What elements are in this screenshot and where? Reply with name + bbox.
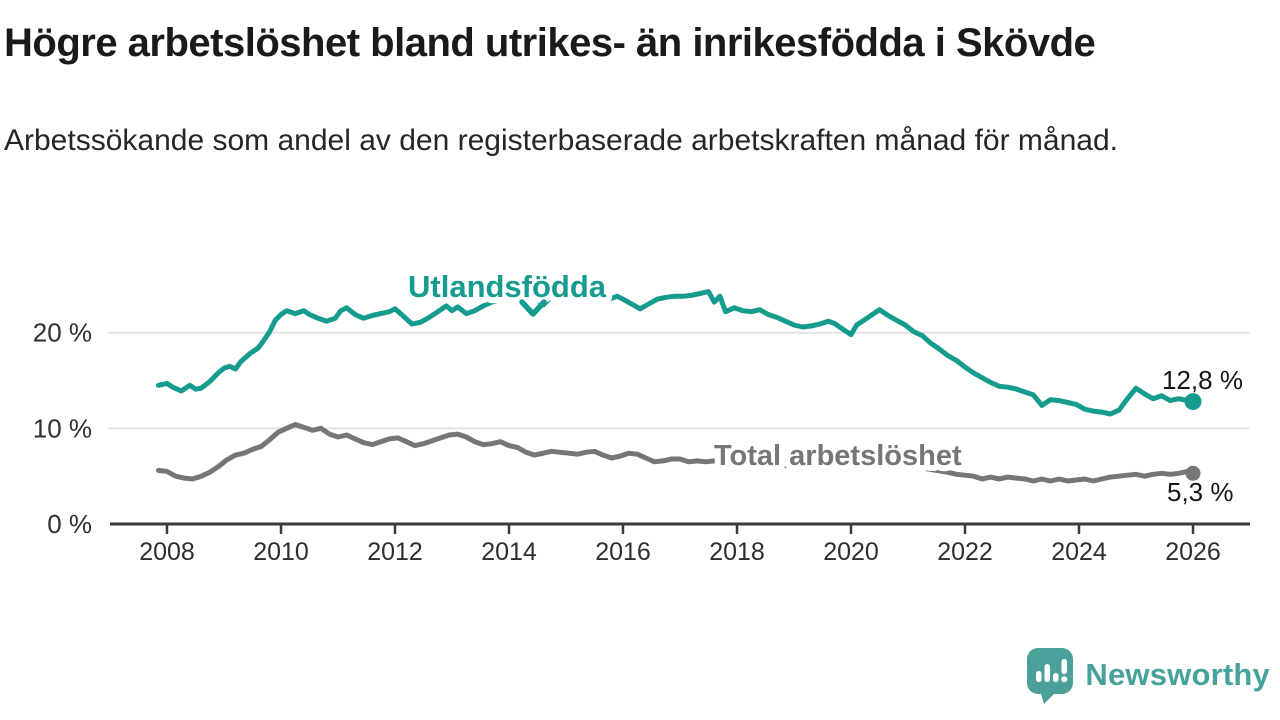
speech-bubble-icon — [1027, 648, 1074, 704]
series-label-utlandsfodda: Utlandsfödda — [408, 269, 607, 304]
newsworthy-logo-text: Newsworthy — [1085, 657, 1270, 692]
newsworthy-logo-icon — [1027, 648, 1074, 704]
label-arrow-icon — [519, 299, 547, 317]
y-axis-tick-label: 20 % — [33, 318, 92, 348]
x-axis-tick-label: 2026 — [1165, 538, 1221, 566]
x-axis-tick-label: 2010 — [253, 538, 309, 566]
x-axis-tick-label: 2024 — [1051, 538, 1107, 566]
series-end-dot-utlandsfodda — [1184, 393, 1202, 411]
x-axis-tick-label: 2020 — [823, 538, 879, 566]
x-axis-tick-label: 2022 — [937, 538, 993, 566]
end-value-label-total: 5,3 % — [1167, 477, 1234, 507]
x-axis-tick-label: 2012 — [367, 538, 423, 566]
series-line-utlandsfodda — [155, 289, 1196, 417]
y-axis-tick-label: 10 % — [33, 413, 92, 443]
x-axis-tick-label: 2014 — [481, 538, 537, 566]
newsworthy-logo: Newsworthy — [1025, 646, 1270, 704]
y-axis-tick-label: 0 % — [47, 509, 92, 539]
series-label-total-arbetsloshet: Total arbetslöshet — [714, 440, 962, 472]
chart-subtitle: Arbetssökande som andel av den registerb… — [4, 124, 1118, 157]
x-axis-tick-label: 2018 — [709, 538, 765, 566]
x-axis-tick-label: 2016 — [595, 538, 651, 566]
chart-title: Högre arbetslöshet bland utrikes- än inr… — [4, 21, 1096, 65]
series-end-dot-total — [1185, 465, 1201, 481]
end-value-label-utlandsfodda: 12,8 % — [1162, 365, 1243, 395]
chart-header: Högre arbetslöshet bland utrikes- än inr… — [4, 20, 1264, 66]
x-axis-tick-label: 2008 — [139, 538, 195, 566]
series-line-total — [155, 422, 1196, 484]
